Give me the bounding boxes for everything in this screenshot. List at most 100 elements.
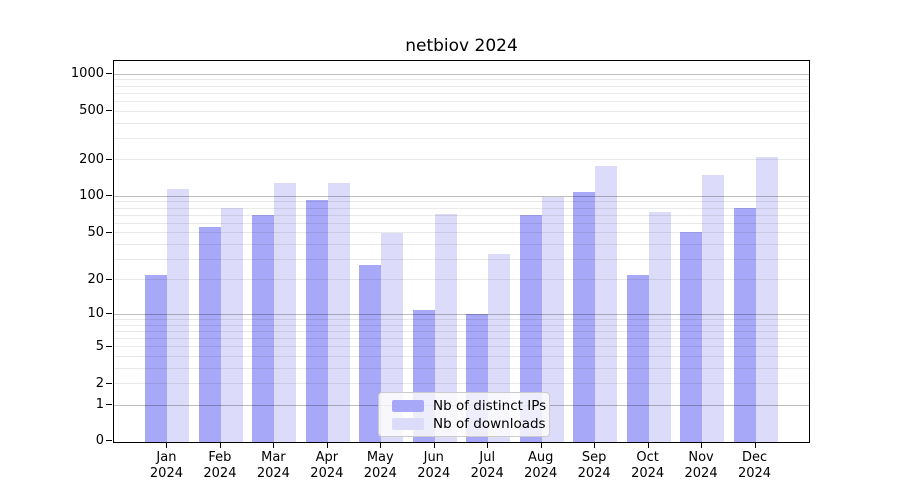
bar-jan-downloads [167, 189, 190, 442]
gridline-900 [114, 79, 809, 81]
bar-jun-downloads [434, 214, 457, 442]
bar-may-distinct-ips [359, 264, 382, 442]
y-tick-label-1: 1 [95, 397, 104, 413]
bar-mar-downloads [274, 183, 297, 442]
y-tick-mark-200 [106, 158, 112, 160]
x-tick-dec [754, 443, 756, 448]
x-label-jan: Jan 2024 [149, 450, 183, 481]
gridline-50 [114, 232, 809, 234]
chart-title: netbiov 2024 [405, 36, 518, 56]
bar-jan-distinct-ips [145, 275, 168, 442]
legend: Nb of distinct IPs Nb of downloads [378, 392, 550, 437]
bar-apr-downloads [327, 183, 350, 442]
x-label-jul: Jul 2024 [470, 450, 504, 481]
bar-nov-downloads [702, 175, 725, 442]
legend-swatch-downloads [392, 418, 424, 430]
gridline-90 [114, 201, 809, 203]
gridline-5 [114, 346, 809, 348]
y-tick-label-100: 100 [79, 188, 104, 204]
legend-label-downloads: Nb of downloads [433, 416, 546, 432]
x-label-dec: Dec 2024 [737, 450, 772, 481]
bar-sep-distinct-ips [573, 192, 596, 442]
gridline-10 [114, 313, 809, 315]
gridline-60 [114, 222, 809, 224]
legend-item-downloads: Nb of downloads [392, 416, 546, 432]
bar-nov-distinct-ips [680, 231, 703, 442]
gridline-4 [114, 355, 809, 357]
gridline-800 [114, 85, 809, 87]
y-tick-label-50: 50 [87, 224, 104, 240]
y-tick-mark-1000 [106, 73, 112, 75]
gridline-200 [114, 159, 809, 161]
x-tick-jun [433, 443, 435, 448]
y-tick-label-10: 10 [87, 306, 104, 322]
gridline-70 [114, 214, 809, 216]
gridline-500 [114, 110, 809, 112]
y-tick-mark-500 [106, 110, 112, 112]
bar-mar-distinct-ips [252, 215, 275, 442]
x-label-may: May 2024 [363, 450, 397, 481]
y-tick-label-1000: 1000 [70, 66, 104, 82]
x-label-mar: Mar 2024 [256, 450, 290, 481]
gridline-100 [114, 195, 809, 197]
gridline-40 [114, 243, 809, 245]
gridline-9 [114, 318, 809, 320]
y-tick-mark-2 [106, 382, 112, 384]
legend-item-distinct-ips: Nb of distinct IPs [392, 398, 546, 414]
y-tick-label-2: 2 [95, 375, 104, 391]
y-tick-label-200: 200 [79, 151, 104, 167]
x-tick-feb [219, 443, 221, 448]
legend-swatch-distinct-ips [392, 400, 424, 412]
bar-dec-distinct-ips [733, 208, 756, 442]
bar-oct-downloads [648, 211, 671, 442]
y-tick-mark-100 [106, 195, 112, 197]
x-label-feb: Feb 2024 [203, 450, 237, 481]
x-label-apr: Apr 2024 [310, 450, 344, 481]
gridline-2 [114, 383, 809, 385]
x-tick-mar [273, 443, 275, 448]
gridline-3 [114, 367, 809, 369]
bar-aug-downloads [541, 197, 564, 442]
y-tick-label-20: 20 [87, 271, 104, 287]
y-tick-mark-0 [106, 440, 112, 441]
x-label-jun: Jun 2024 [417, 450, 451, 481]
y-tick-label-0: 0 [95, 433, 104, 448]
x-label-sep: Sep 2024 [577, 450, 611, 481]
x-tick-sep [594, 443, 596, 448]
gridline-8 [114, 324, 809, 326]
y-tick-mark-10 [106, 313, 112, 315]
gridline-80 [114, 207, 809, 209]
y-tick-label-5: 5 [95, 338, 104, 354]
bar-feb-downloads [220, 208, 243, 442]
gridlines-layer [114, 61, 809, 442]
bar-feb-distinct-ips [198, 226, 221, 442]
gridline-700 [114, 92, 809, 94]
gridline-20 [114, 279, 809, 281]
gridline-1000 [114, 73, 809, 75]
x-tick-nov [701, 443, 703, 448]
y-tick-label-500: 500 [79, 103, 104, 119]
bar-sep-downloads [595, 165, 618, 442]
bar-may-downloads [381, 232, 404, 442]
gridline-30 [114, 258, 809, 260]
bar-aug-distinct-ips [519, 215, 542, 442]
x-tick-oct [647, 443, 649, 448]
y-tick-mark-1 [106, 404, 112, 406]
gridline-400 [114, 122, 809, 124]
x-tick-aug [540, 443, 542, 448]
x-tick-jul [487, 443, 489, 448]
legend-label-distinct-ips: Nb of distinct IPs [433, 398, 547, 414]
x-label-nov: Nov 2024 [684, 450, 718, 481]
plot-area [113, 60, 810, 443]
gridline-7 [114, 330, 809, 332]
bar-dec-downloads [755, 157, 778, 442]
gridline-6 [114, 337, 809, 339]
gridline-300 [114, 137, 809, 139]
y-tick-mark-50 [106, 231, 112, 233]
x-tick-apr [326, 443, 328, 448]
bar-apr-distinct-ips [305, 199, 328, 442]
x-tick-may [380, 443, 382, 448]
x-label-aug: Aug 2024 [524, 450, 558, 481]
x-label-oct: Oct 2024 [631, 450, 665, 481]
